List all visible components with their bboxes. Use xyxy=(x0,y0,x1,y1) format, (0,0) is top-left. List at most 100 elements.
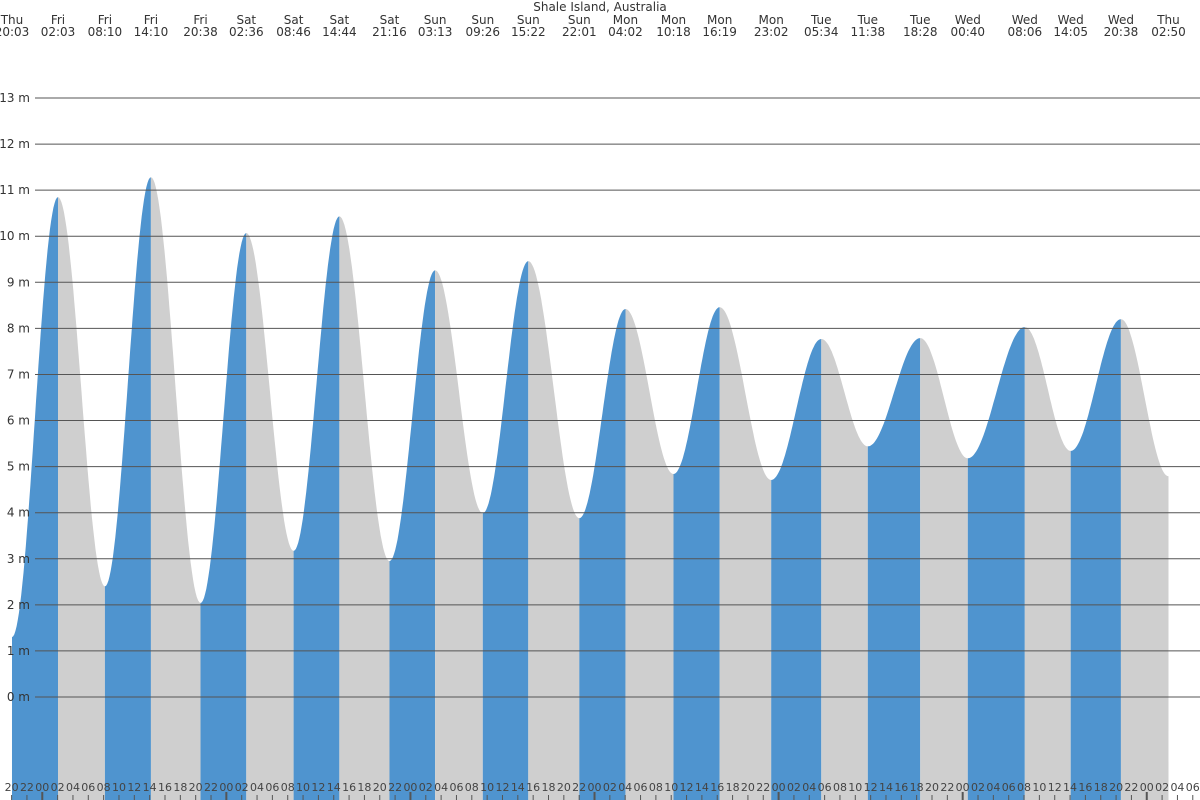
hour-label: 08 xyxy=(281,781,295,794)
hour-label: 06 xyxy=(265,781,279,794)
y-tick-label: 11 m xyxy=(0,183,30,197)
hour-label: 00 xyxy=(956,781,970,794)
hour-label: 20 xyxy=(741,781,755,794)
hour-label: 06 xyxy=(1186,781,1200,794)
extreme-day: Sun xyxy=(471,13,494,27)
falling-area xyxy=(339,216,390,800)
extreme-time: 08:10 xyxy=(88,25,123,39)
hour-label: 02 xyxy=(51,781,65,794)
extreme-day: Tue xyxy=(810,13,832,27)
hour-label: 14 xyxy=(327,781,341,794)
hour-label: 00 xyxy=(772,781,786,794)
hour-label: 16 xyxy=(526,781,540,794)
hour-label: 00 xyxy=(35,781,49,794)
hour-label: 06 xyxy=(449,781,463,794)
extreme-time: 20:38 xyxy=(1104,25,1139,39)
y-tick-label: 0 m xyxy=(7,690,30,704)
rising-area xyxy=(104,177,151,800)
extreme-time: 21:16 xyxy=(372,25,407,39)
hour-label: 04 xyxy=(1170,781,1184,794)
hour-label: 10 xyxy=(1032,781,1046,794)
hour-label: 02 xyxy=(235,781,249,794)
hour-label: 00 xyxy=(403,781,417,794)
extreme-time: 05:34 xyxy=(804,25,839,39)
rising-area xyxy=(11,197,59,800)
hour-label: 04 xyxy=(250,781,264,794)
extreme-day: Tue xyxy=(909,13,931,27)
falling-area xyxy=(1024,327,1071,800)
extreme-time: 11:38 xyxy=(851,25,886,39)
y-tick-label: 12 m xyxy=(0,137,30,151)
extreme-time: 08:06 xyxy=(1008,25,1043,39)
hour-label: 16 xyxy=(710,781,724,794)
hour-label: 10 xyxy=(112,781,126,794)
hour-label: 18 xyxy=(173,781,187,794)
hour-label: 12 xyxy=(1048,781,1062,794)
hour-label: 02 xyxy=(1155,781,1169,794)
extreme-time: 20:38 xyxy=(183,25,218,39)
hour-label: 12 xyxy=(311,781,325,794)
extreme-time: 14:05 xyxy=(1053,25,1088,39)
extreme-time: 03:13 xyxy=(418,25,453,39)
falling-area xyxy=(528,261,580,800)
hour-label: 06 xyxy=(634,781,648,794)
falling-area xyxy=(1120,319,1169,800)
y-tick-label: 1 m xyxy=(7,644,30,658)
hour-label: 20 xyxy=(373,781,387,794)
rising-area xyxy=(673,307,720,800)
extreme-time: 02:03 xyxy=(41,25,76,39)
hour-label: 02 xyxy=(603,781,617,794)
hour-label: 22 xyxy=(204,781,218,794)
extreme-time: 09:26 xyxy=(465,25,500,39)
y-tick-label: 10 m xyxy=(0,229,30,243)
hour-label: 22 xyxy=(940,781,954,794)
hour-label: 16 xyxy=(158,781,172,794)
hour-label: 08 xyxy=(1017,781,1031,794)
hour-label: 04 xyxy=(66,781,80,794)
extreme-day: Sat xyxy=(380,13,400,27)
y-tick-label: 7 m xyxy=(7,367,30,381)
chart-title: Shale Island, Australia xyxy=(533,0,667,14)
hour-label: 22 xyxy=(572,781,586,794)
falling-area xyxy=(821,339,868,800)
y-tick-label: 5 m xyxy=(7,460,30,474)
extreme-time: 16:19 xyxy=(702,25,737,39)
hour-label: 06 xyxy=(1002,781,1016,794)
hour-label: 06 xyxy=(818,781,832,794)
extreme-day: Mon xyxy=(661,13,686,27)
hour-label: 08 xyxy=(649,781,663,794)
hour-label: 00 xyxy=(1140,781,1154,794)
hour-label: 14 xyxy=(695,781,709,794)
extreme-day: Wed xyxy=(1012,13,1038,27)
hour-label: 18 xyxy=(910,781,924,794)
hour-label: 12 xyxy=(680,781,694,794)
hour-label: 12 xyxy=(864,781,878,794)
y-tick-label: 4 m xyxy=(7,506,30,520)
hour-label: 14 xyxy=(879,781,893,794)
extreme-day: Sat xyxy=(330,13,350,27)
falling-area xyxy=(58,197,105,800)
extreme-day: Fri xyxy=(98,13,112,27)
hour-label: 16 xyxy=(1078,781,1092,794)
y-tick-label: 6 m xyxy=(7,414,30,428)
extreme-day: Sun xyxy=(517,13,540,27)
extreme-day: Fri xyxy=(193,13,207,27)
hour-label: 18 xyxy=(542,781,556,794)
rising-area xyxy=(482,261,529,800)
extreme-time: 15:22 xyxy=(511,25,546,39)
hour-label: 04 xyxy=(986,781,1000,794)
falling-area xyxy=(435,270,483,800)
rising-area xyxy=(967,327,1025,800)
extreme-day: Wed xyxy=(1108,13,1134,27)
falling-area xyxy=(625,309,674,800)
hour-label: 22 xyxy=(388,781,402,794)
y-tick-label: 9 m xyxy=(7,275,30,289)
extreme-time: 00:40 xyxy=(950,25,985,39)
hour-label: 08 xyxy=(97,781,111,794)
hour-label: 22 xyxy=(1124,781,1138,794)
hour-label: 08 xyxy=(833,781,847,794)
hour-label: 04 xyxy=(618,781,632,794)
extreme-time: 04:02 xyxy=(608,25,643,39)
extreme-day: Sun xyxy=(424,13,447,27)
hour-label: 16 xyxy=(342,781,356,794)
